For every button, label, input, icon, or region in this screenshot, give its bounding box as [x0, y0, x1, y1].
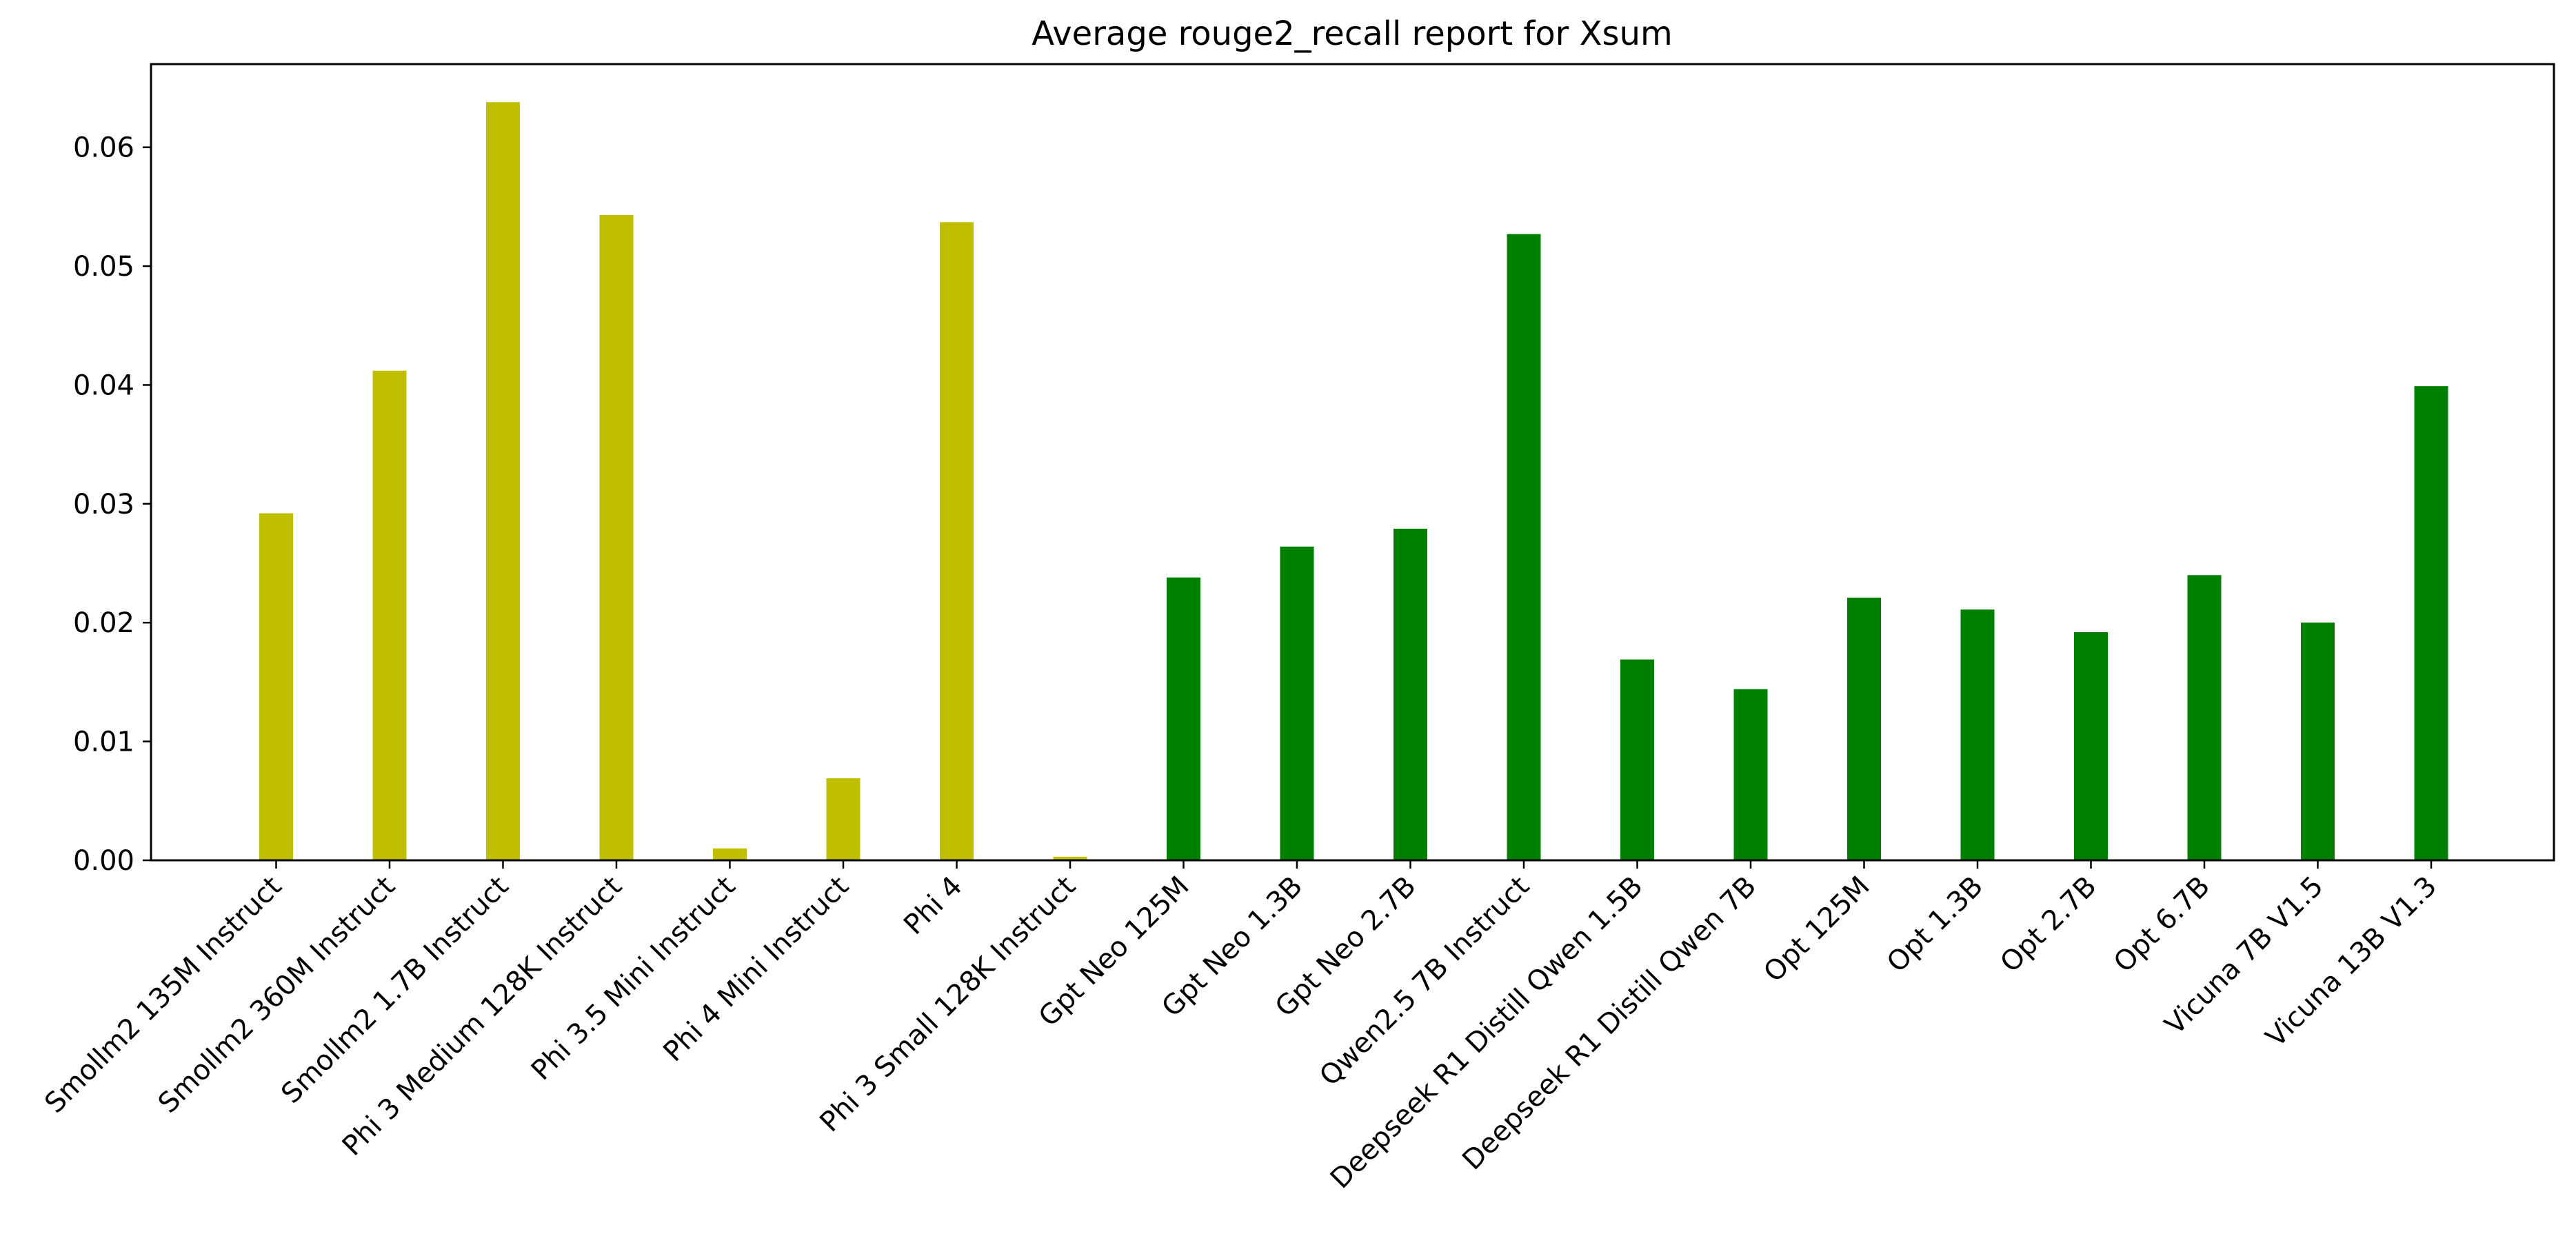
x-tick-label: Phi 3.5 Mini Instruct	[525, 871, 742, 1087]
bar	[1280, 546, 1314, 860]
bar	[1620, 659, 1654, 860]
bar	[826, 778, 861, 860]
x-tick-label: Smollm2 1.7B Instruct	[275, 871, 514, 1110]
bar	[2301, 622, 2335, 860]
x-tick-label: Opt 2.7B	[1994, 871, 2102, 979]
y-tick-label: 0.00	[73, 845, 134, 877]
bar	[259, 513, 293, 860]
x-tick-label: Smollm2 135M Instruct	[39, 871, 288, 1120]
chart-title: Average rouge2_recall report for Xsum	[1032, 14, 1673, 53]
bar	[372, 370, 407, 860]
bar	[1733, 689, 1768, 860]
bar	[1167, 577, 1200, 860]
x-tick-label: Phi 4	[898, 871, 968, 941]
x-tick-label: Opt 1.3B	[1881, 871, 1989, 979]
x-tick-label: Phi 4 Mini Instruct	[657, 871, 855, 1068]
y-axis: 0.00 0.01 0.02 0.03 0.04 0.05 0.06	[73, 132, 151, 877]
bar	[1507, 234, 1541, 861]
bar	[2414, 386, 2448, 860]
x-tick-label: Smollm2 360M Instruct	[152, 871, 401, 1120]
plot-frame	[150, 63, 2555, 862]
bars-layer	[259, 102, 2448, 861]
x-tick-label: Qwen2.5 7B Instruct	[1314, 871, 1536, 1093]
bar	[1393, 529, 1427, 860]
y-tick-label: 0.06	[73, 132, 134, 164]
y-tick-label: 0.02	[73, 607, 134, 639]
bar	[713, 848, 747, 860]
bar	[2074, 632, 2108, 860]
bar	[1053, 856, 1087, 860]
y-tick-label: 0.04	[73, 369, 134, 401]
bar	[1960, 609, 1995, 860]
x-tick-label: Opt 6.7B	[2108, 871, 2216, 979]
bar	[486, 102, 520, 860]
x-tick-label: Opt 125M	[1758, 871, 1875, 989]
y-tick-label: 0.03	[73, 489, 134, 520]
bar	[1847, 598, 1881, 860]
bar	[2187, 575, 2222, 860]
bar	[599, 214, 634, 860]
y-tick-label: 0.05	[73, 251, 134, 283]
y-tick-label: 0.01	[73, 727, 134, 758]
bar	[940, 222, 974, 860]
